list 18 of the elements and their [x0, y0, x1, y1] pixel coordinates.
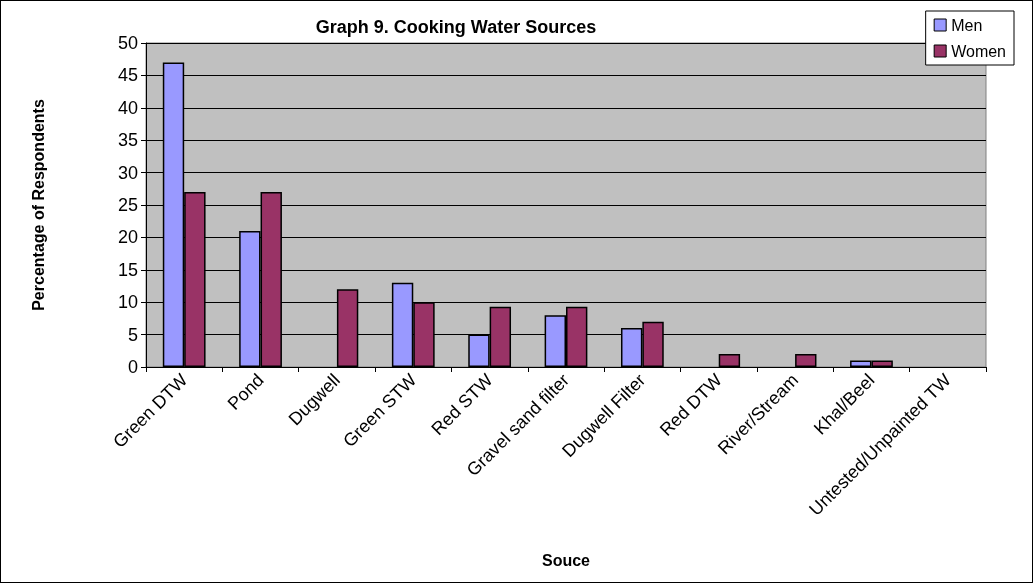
x-axis-title: Souce	[541, 551, 591, 569]
y-tick-label: 35	[117, 130, 138, 151]
y-tick-label: 40	[117, 97, 138, 118]
y-tick-label: 50	[117, 33, 138, 53]
y-tick-label: 5	[127, 324, 138, 345]
legend-label: Men	[951, 16, 983, 34]
legend-label: Women	[951, 42, 1007, 60]
chart-title: Graph 9. Cooking Water Sources	[315, 17, 597, 37]
y-tick-label: 15	[117, 259, 138, 280]
y-axis-title: Percentage of Respondents	[29, 99, 47, 311]
y-tick-label: 20	[117, 227, 138, 248]
bar	[718, 354, 741, 367]
bar	[795, 354, 817, 367]
y-tick-label: 25	[117, 195, 138, 215]
y-tick-label: 30	[117, 162, 138, 183]
y-tick-label: 45	[117, 65, 138, 86]
y-tick-label: 10	[117, 292, 138, 313]
y-tick-label: 0	[127, 357, 138, 377]
